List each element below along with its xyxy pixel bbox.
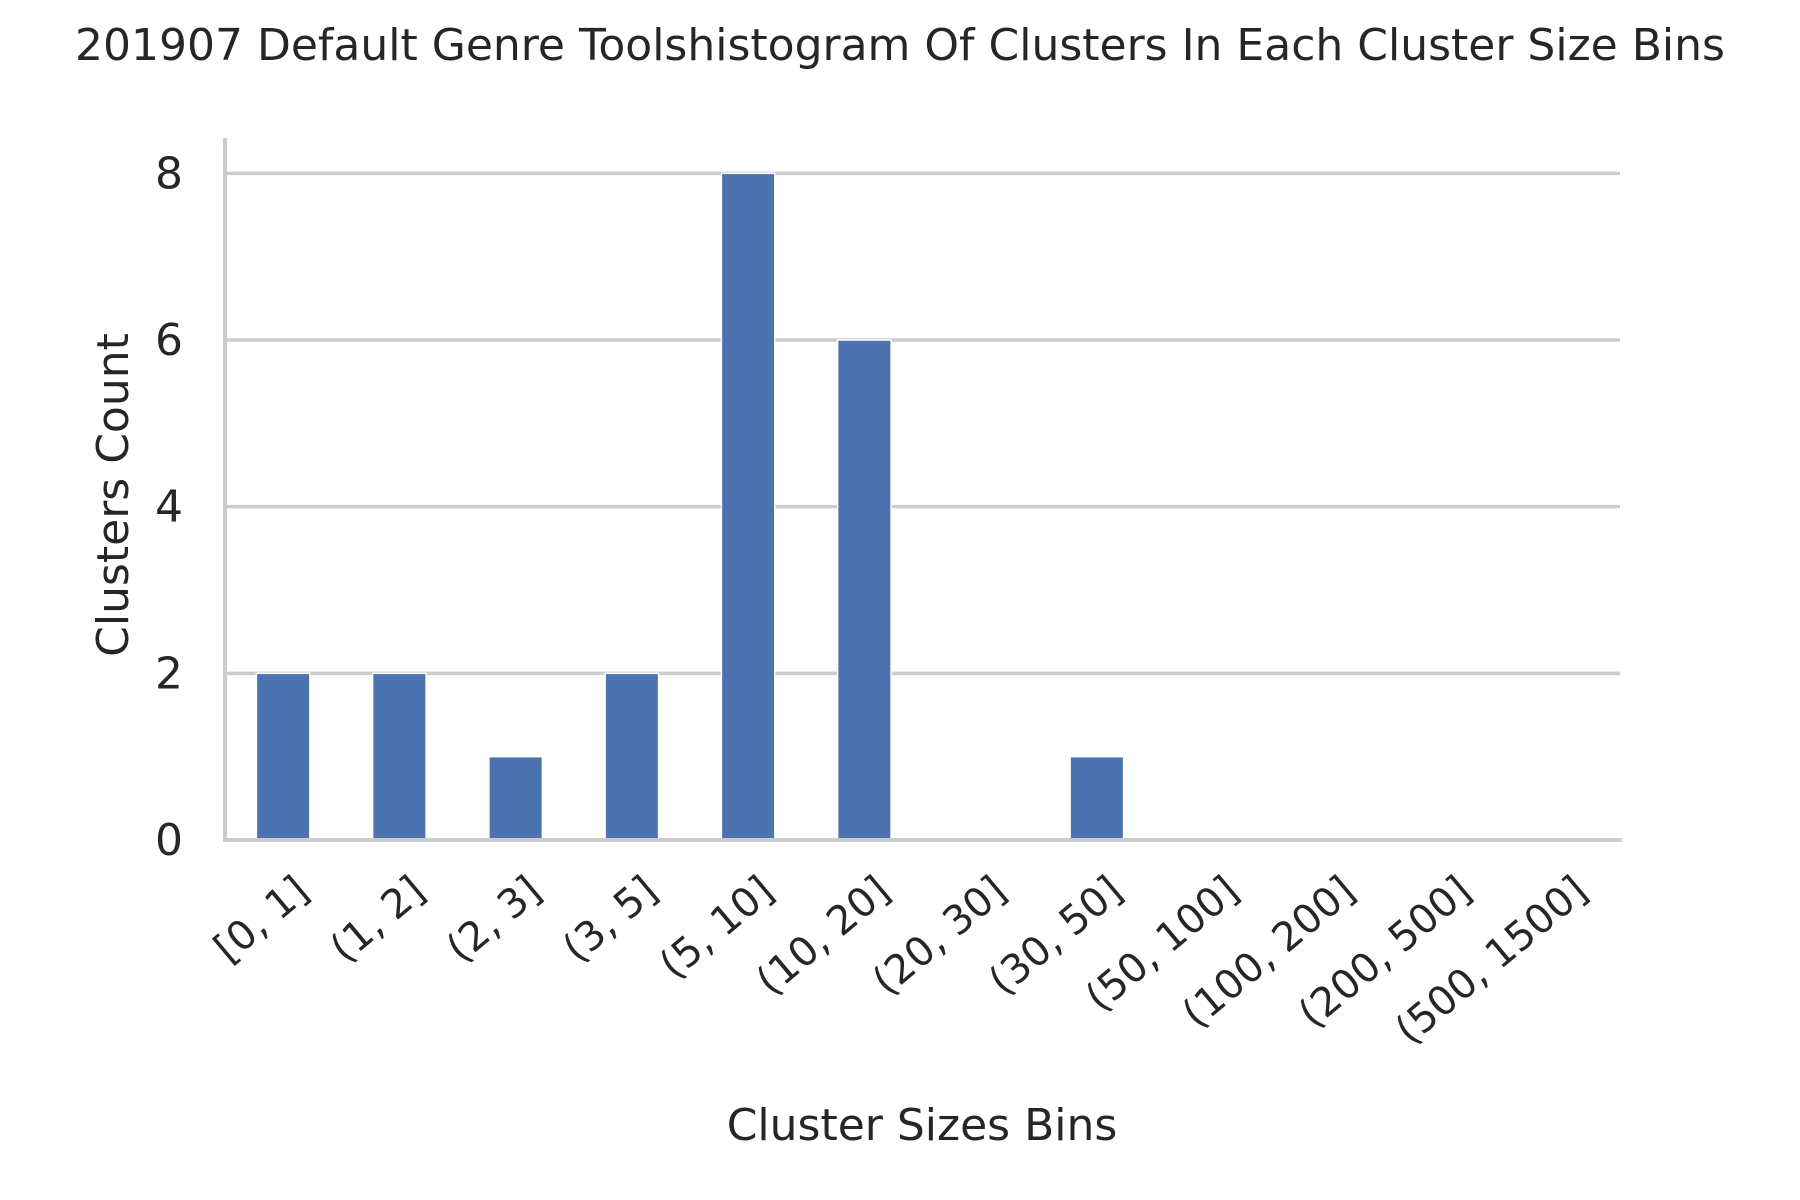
y-tick-labels: 0 2 4 6 8 [155,148,183,866]
bar-(10, 20] [836,339,892,841]
y-tick-label: 4 [155,482,183,533]
y-tick-label: 8 [155,148,183,199]
bars [255,172,1125,841]
gridlines [225,171,1620,676]
bar-(30, 50] [1069,755,1125,841]
chart-title: 201907 Default Genre Toolshistogram Of C… [75,20,1725,71]
y-axis-label: Clusters Count [88,333,139,657]
bar-(1, 2] [371,672,427,841]
y-tick-label: 2 [155,648,183,699]
bar-(3, 5] [604,672,660,841]
y-tick-label: 0 [155,815,183,866]
axes [223,138,1622,842]
bar-(2, 3] [488,755,544,841]
y-tick-label: 6 [155,315,183,366]
x-axis-label: Cluster Sizes Bins [727,1100,1118,1151]
bar-(5, 10] [720,172,776,841]
bar-[0, 1] [255,672,311,841]
